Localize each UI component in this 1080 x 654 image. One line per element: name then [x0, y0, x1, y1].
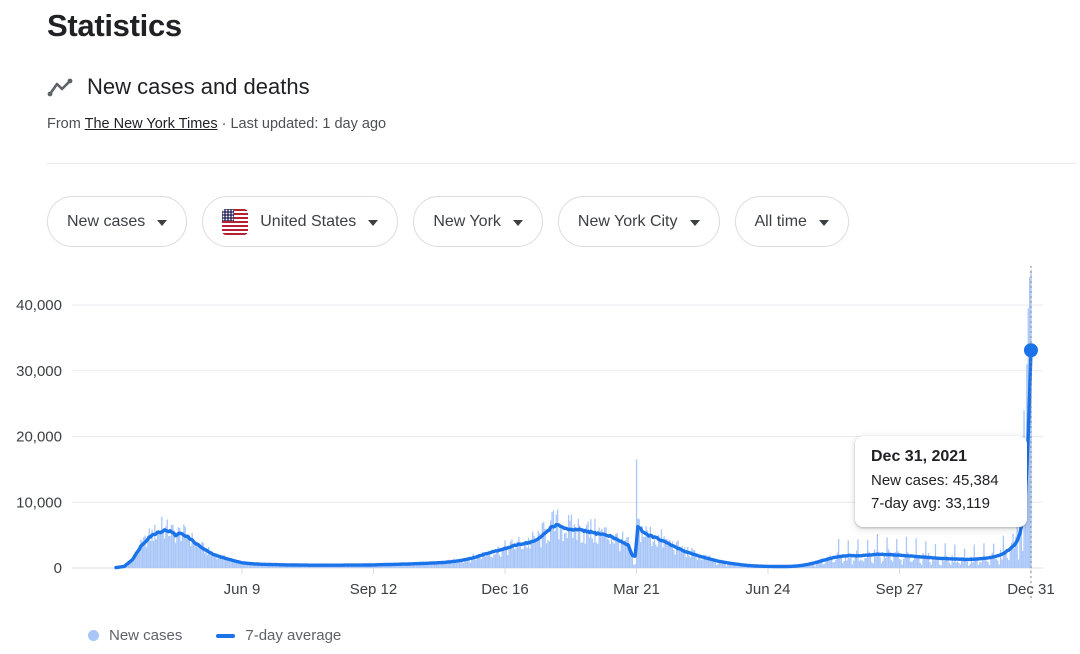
section-header: New cases and deaths	[47, 74, 310, 100]
filter-label: New York City	[577, 212, 678, 230]
svg-text:Sep 27: Sep 27	[876, 581, 924, 598]
source-prefix: From	[47, 116, 85, 132]
legend-label: 7-day average	[245, 627, 342, 644]
source-attribution: From The New York Times · Last updated: …	[47, 116, 386, 132]
chevron-down-icon	[818, 219, 829, 226]
legend-label: New cases	[109, 627, 183, 644]
filter-bar: New cases United States New York New York C…	[47, 196, 849, 247]
page-title: Statistics	[47, 8, 182, 43]
chevron-down-icon	[368, 219, 379, 226]
tooltip-7day-avg: 7-day avg: 33,119	[871, 495, 990, 512]
svg-text:30,000: 30,000	[16, 363, 62, 380]
chevron-down-icon	[512, 219, 523, 226]
filter-label: All time	[754, 212, 807, 230]
svg-text:Mar 21: Mar 21	[613, 581, 660, 598]
source-link[interactable]: The New York Times	[84, 116, 218, 132]
section-title: New cases and deaths	[87, 74, 310, 99]
filter-new-york[interactable]: New York	[413, 196, 543, 247]
legend-new-cases: New cases	[88, 627, 182, 644]
us-flag-icon	[222, 208, 249, 235]
filter-new-york-city[interactable]: New York City	[557, 196, 720, 247]
tooltip-new-cases: New cases: 45,384	[871, 472, 999, 489]
trend-line-icon	[47, 78, 73, 96]
filter-label: United States	[260, 212, 357, 230]
svg-text:20,000: 20,000	[16, 429, 62, 446]
svg-text:40,000: 40,000	[16, 297, 62, 314]
chart-legend: New cases 7-day average	[88, 627, 341, 644]
filter-new-cases[interactable]: New cases	[47, 196, 188, 247]
svg-text:Dec 16: Dec 16	[481, 581, 529, 598]
svg-text:Jun 9: Jun 9	[224, 581, 261, 598]
source-suffix: · Last updated: 1 day ago	[217, 116, 387, 132]
svg-text:0: 0	[54, 560, 62, 577]
divider	[47, 163, 1077, 164]
filter-united-states[interactable]: United States	[202, 196, 399, 247]
filter-label: New cases	[67, 212, 146, 230]
line-swatch-icon	[216, 633, 236, 638]
chevron-down-icon	[157, 219, 168, 226]
svg-text:10,000: 10,000	[16, 494, 62, 511]
svg-text:Sep 12: Sep 12	[350, 581, 398, 598]
tooltip-date: Dec 31, 2021	[871, 448, 968, 465]
chart-tooltip: Dec 31, 2021 New cases: 45,384 7-day avg…	[855, 436, 1027, 527]
dot-swatch-icon	[88, 630, 99, 641]
chevron-down-icon	[689, 219, 700, 226]
filter-label: New York	[433, 212, 501, 230]
svg-text:Jun 24: Jun 24	[745, 581, 790, 598]
cases-chart[interactable]: 0 10,000 20,000 30,000 40,000 Jun 9 Sep 12 Dec …	[0, 255, 1080, 615]
legend-7-day-average: 7-day average	[216, 627, 341, 644]
filter-all-time[interactable]: All time	[734, 196, 849, 247]
svg-text:Dec 31: Dec 31	[1007, 581, 1055, 598]
